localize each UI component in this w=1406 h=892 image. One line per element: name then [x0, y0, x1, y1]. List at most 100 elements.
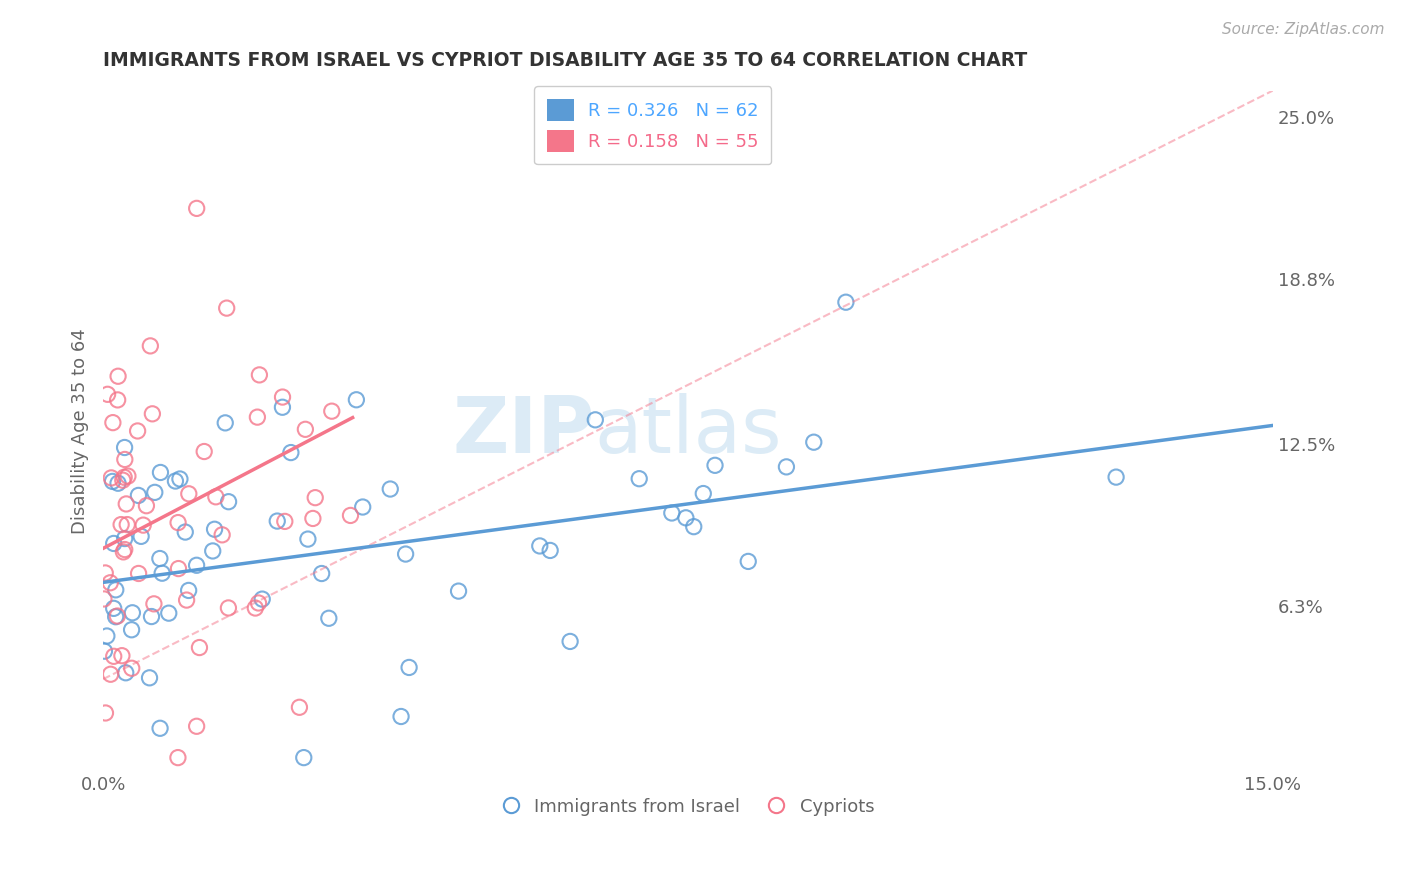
- Y-axis label: Disability Age 35 to 64: Disability Age 35 to 64: [72, 328, 89, 533]
- Point: [292, 750, 315, 764]
- Point: [174, 524, 197, 539]
- Point: [114, 665, 136, 680]
- Point: [98, 575, 121, 590]
- Point: [205, 490, 228, 504]
- Point: [675, 511, 697, 525]
- Point: [94, 706, 117, 720]
- Point: [176, 593, 198, 607]
- Point: [139, 339, 162, 353]
- Point: [661, 506, 683, 520]
- Point: [288, 700, 311, 714]
- Point: [538, 543, 561, 558]
- Point: [117, 517, 139, 532]
- Point: [149, 466, 172, 480]
- Point: [121, 606, 143, 620]
- Point: [218, 494, 240, 508]
- Point: [111, 648, 134, 663]
- Point: [138, 671, 160, 685]
- Point: [149, 721, 172, 735]
- Point: [294, 422, 316, 436]
- Point: [447, 584, 470, 599]
- Text: ZIP: ZIP: [453, 392, 595, 468]
- Point: [394, 547, 416, 561]
- Point: [692, 486, 714, 500]
- Point: [835, 295, 858, 310]
- Point: [318, 611, 340, 625]
- Point: [101, 416, 124, 430]
- Point: [114, 441, 136, 455]
- Point: [100, 471, 122, 485]
- Point: [204, 522, 226, 536]
- Point: [117, 469, 139, 483]
- Point: [167, 750, 190, 764]
- Point: [112, 470, 135, 484]
- Point: [1105, 470, 1128, 484]
- Point: [177, 583, 200, 598]
- Point: [111, 473, 134, 487]
- Point: [352, 500, 374, 514]
- Point: [339, 508, 361, 523]
- Point: [247, 368, 270, 382]
- Point: [93, 644, 115, 658]
- Point: [214, 416, 236, 430]
- Point: [280, 445, 302, 459]
- Point: [266, 514, 288, 528]
- Point: [304, 491, 326, 505]
- Point: [682, 519, 704, 533]
- Point: [141, 609, 163, 624]
- Point: [583, 413, 606, 427]
- Point: [529, 539, 551, 553]
- Point: [775, 459, 797, 474]
- Legend: Immigrants from Israel, Cypriots: Immigrants from Israel, Cypriots: [495, 790, 882, 822]
- Point: [141, 407, 163, 421]
- Point: [114, 542, 136, 557]
- Point: [101, 475, 124, 489]
- Point: [93, 591, 115, 606]
- Point: [135, 499, 157, 513]
- Text: atlas: atlas: [595, 392, 782, 468]
- Point: [149, 551, 172, 566]
- Text: Source: ZipAtlas.com: Source: ZipAtlas.com: [1222, 22, 1385, 37]
- Point: [107, 392, 129, 407]
- Point: [704, 458, 727, 473]
- Point: [150, 566, 173, 581]
- Point: [127, 488, 149, 502]
- Point: [803, 435, 825, 450]
- Point: [129, 529, 152, 543]
- Point: [143, 485, 166, 500]
- Point: [96, 629, 118, 643]
- Point: [157, 606, 180, 620]
- Point: [107, 369, 129, 384]
- Point: [167, 516, 190, 530]
- Point: [169, 472, 191, 486]
- Point: [121, 623, 143, 637]
- Point: [271, 401, 294, 415]
- Point: [271, 390, 294, 404]
- Point: [398, 660, 420, 674]
- Point: [558, 634, 581, 648]
- Point: [628, 472, 651, 486]
- Point: [104, 609, 127, 624]
- Point: [217, 601, 239, 615]
- Point: [100, 667, 122, 681]
- Point: [110, 517, 132, 532]
- Point: [121, 661, 143, 675]
- Point: [114, 452, 136, 467]
- Point: [165, 474, 187, 488]
- Point: [193, 444, 215, 458]
- Point: [188, 640, 211, 655]
- Point: [112, 545, 135, 559]
- Point: [97, 387, 120, 401]
- Point: [104, 582, 127, 597]
- Point: [321, 404, 343, 418]
- Point: [201, 544, 224, 558]
- Point: [132, 518, 155, 533]
- Point: [128, 566, 150, 581]
- Point: [297, 532, 319, 546]
- Point: [167, 561, 190, 575]
- Point: [103, 536, 125, 550]
- Point: [247, 596, 270, 610]
- Point: [142, 597, 165, 611]
- Point: [186, 202, 208, 216]
- Point: [115, 497, 138, 511]
